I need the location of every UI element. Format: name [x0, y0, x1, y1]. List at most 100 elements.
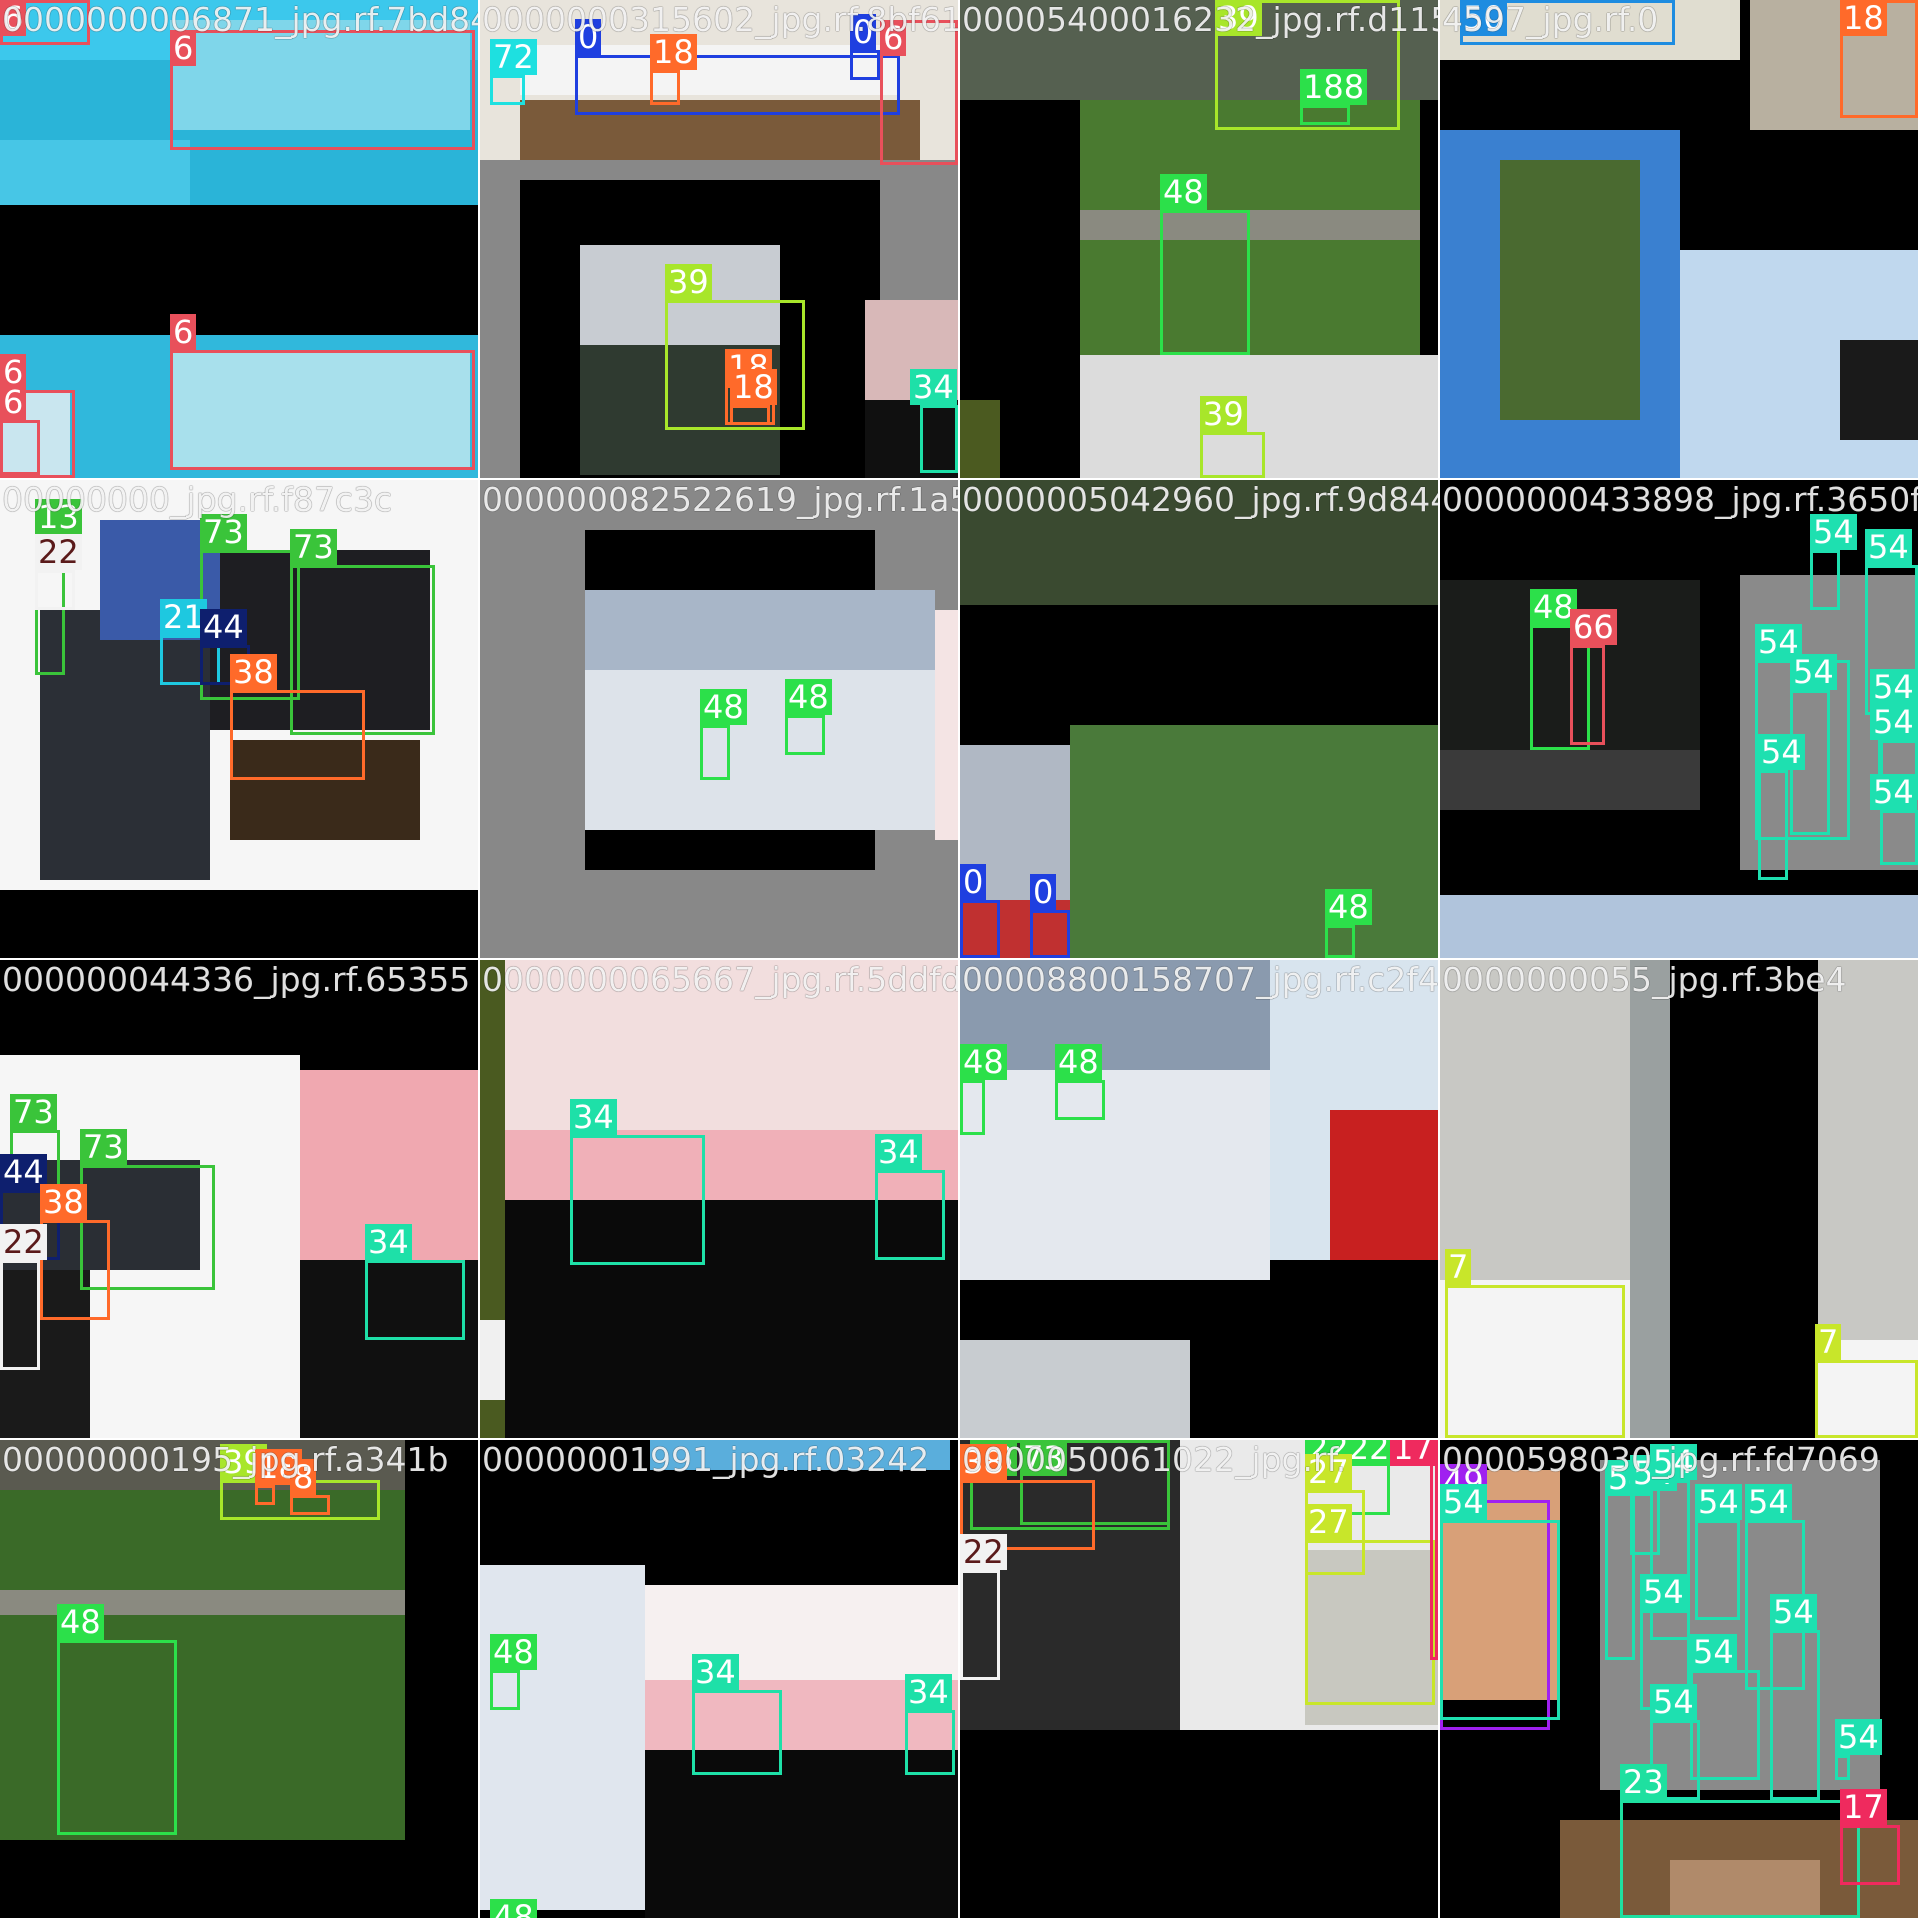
bounding-box	[1690, 1670, 1760, 1780]
class-label: 48	[490, 1899, 537, 1918]
bounding-box	[875, 1170, 945, 1260]
bounding-box	[490, 75, 525, 105]
class-label: 54	[1810, 514, 1857, 550]
tile-filename: 0000000433898_jpg.rf.3650f7	[1442, 480, 1918, 519]
bounding-box	[230, 690, 365, 780]
bounding-box	[0, 420, 40, 475]
tile-filename: 4597_jpg.rf.0	[1442, 0, 1659, 39]
bounding-box	[1650, 1720, 1700, 1800]
tile-filename: 0000050061022_jpg.rf.	[962, 1440, 1347, 1479]
class-label: 18	[650, 34, 697, 70]
bounding-box	[0, 1260, 40, 1370]
tile-filename: 00000000_jpg.rf.f87c3c	[2, 480, 393, 519]
tile-filename: 000000044336_jpg.rf.65355	[2, 960, 471, 999]
class-label: 73	[1020, 1440, 1067, 1476]
tile-filename: 0000000006871_jpg.rf.7bd84	[2, 0, 478, 39]
bounding-box	[1620, 1800, 1860, 1918]
class-label: 34	[910, 369, 957, 405]
bounding-box	[650, 70, 680, 105]
class-label: 22	[0, 1224, 47, 1260]
class-label: 34	[570, 1099, 617, 1135]
bounding-box	[785, 715, 825, 755]
class-label: 73	[80, 1129, 127, 1165]
class-label: 0	[1030, 874, 1057, 910]
bounding-box	[1030, 910, 1070, 958]
class-label: 54	[1650, 1444, 1697, 1480]
class-label: 34	[905, 1674, 952, 1710]
mosaic-tile: 0000598030_jpg.rf.fd7069 49 54 54 54 54 54 54 54…	[1440, 1440, 1918, 1918]
bounding-box	[80, 1165, 215, 1290]
bounding-box	[1440, 1520, 1560, 1720]
class-label: 54	[1770, 1594, 1817, 1630]
tile-photo	[0, 960, 478, 1438]
class-label: 48	[1530, 589, 1577, 625]
bounding-box	[1055, 1080, 1105, 1120]
class-label: 54	[1640, 1574, 1687, 1610]
class-label: 54	[1755, 624, 1802, 660]
bounding-box	[850, 50, 880, 80]
bounding-box	[1770, 1630, 1820, 1800]
bounding-box	[960, 1480, 1095, 1550]
bounding-box	[905, 1710, 955, 1775]
class-label: 54	[1870, 774, 1917, 810]
bounding-box	[1758, 770, 1788, 880]
bounding-box	[920, 405, 958, 473]
bounding-box	[575, 55, 900, 115]
bounding-box	[255, 1485, 275, 1505]
bounding-box	[1570, 645, 1605, 745]
class-label: 44	[0, 1154, 47, 1190]
mosaic-tile: 0000000006871_jpg.rf.7bd84 6 6 6 6 6	[0, 0, 478, 478]
class-label: 6	[170, 30, 197, 66]
class-label: 22	[35, 534, 82, 570]
class-label: 54	[1695, 1484, 1742, 1520]
mosaic-tile: 0000005042960_jpg.rf.9d844 0 0 48	[960, 480, 1438, 958]
bounding-box	[1810, 550, 1840, 610]
class-label: 27	[1305, 1504, 1352, 1540]
class-label: 18	[1840, 0, 1887, 36]
tile-photo	[1440, 0, 1918, 478]
bounding-box	[665, 300, 805, 430]
bounding-box	[40, 1220, 110, 1320]
bounding-box	[170, 350, 475, 470]
class-label: 54	[1865, 529, 1912, 565]
bounding-box	[1300, 105, 1350, 125]
class-label: 39	[1200, 396, 1247, 432]
class-label: 18	[730, 369, 777, 405]
class-label: 48	[700, 689, 747, 725]
bounding-box	[1880, 810, 1918, 865]
class-label: 39	[665, 264, 712, 300]
class-label: 17	[1390, 1440, 1437, 1466]
mosaic-tile: 0000000055_jpg.rf.3be4 7 7	[1440, 960, 1918, 1438]
tile-filename: 00000000195_jpg.rf.a341b	[2, 1440, 449, 1479]
class-label: 13	[35, 499, 82, 535]
tile-photo	[0, 0, 478, 478]
bounding-box	[1835, 1755, 1850, 1780]
class-label: 48	[785, 679, 832, 715]
class-label: 34	[365, 1224, 412, 1260]
tile-filename: 00008800158707_jpg.rf.c2f4f2	[962, 960, 1438, 999]
tile-filename: 0000000065667_jpg.rf.5ddfdb	[482, 960, 958, 999]
class-label: 34	[692, 1654, 739, 1690]
mosaic-tile: 000000044336_jpg.rf.65355 73 73 44 38 22 34	[0, 960, 478, 1438]
class-label: 48	[1055, 1044, 1102, 1080]
class-label: 48	[490, 1634, 537, 1670]
bounding-box	[1160, 210, 1250, 355]
bounding-box	[170, 30, 475, 150]
bounding-box	[1445, 1285, 1625, 1438]
bounding-box	[1200, 432, 1265, 478]
bounding-box	[290, 1495, 330, 1515]
class-label: 66	[1570, 609, 1617, 645]
class-label: 6	[170, 314, 197, 350]
bounding-box	[1695, 1520, 1740, 1620]
bounding-box	[57, 1640, 177, 1835]
class-label: 38	[230, 654, 277, 690]
bounding-box	[35, 570, 75, 610]
class-label: 34	[875, 1134, 922, 1170]
mosaic-tile: 000000082522619_jpg.rf.1a5a3 48 48	[480, 480, 958, 958]
class-label: 6	[880, 20, 907, 56]
class-label: 44	[200, 609, 247, 645]
class-label: 72	[490, 39, 537, 75]
bounding-box	[365, 1260, 465, 1340]
class-label: 27	[1305, 1454, 1352, 1490]
